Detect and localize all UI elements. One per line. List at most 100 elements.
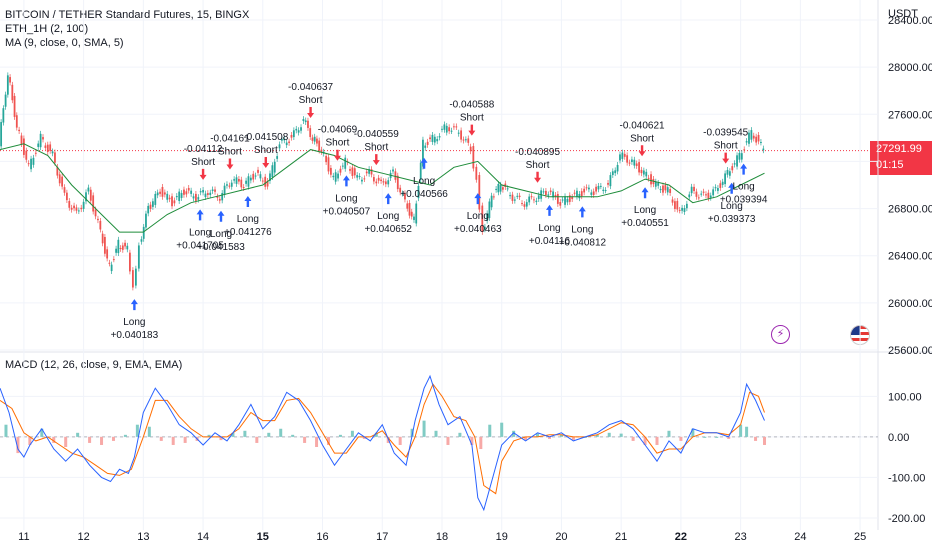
candle-body — [467, 138, 470, 143]
candle-body — [592, 191, 595, 195]
candle-body — [448, 127, 451, 132]
macd-histogram-bar — [111, 436, 115, 441]
long-signal-value: +0.041276 — [224, 227, 272, 238]
macd-histogram-bar — [52, 436, 56, 443]
short-signal-value: -0.04161 — [210, 134, 250, 145]
macd-histogram-bar — [291, 434, 295, 437]
candle-body — [89, 189, 92, 201]
candle-body — [124, 242, 126, 247]
candle-body — [707, 192, 710, 199]
candle-body — [669, 189, 672, 193]
candle-body — [278, 144, 281, 149]
candle-body — [327, 157, 330, 172]
short-arrow-icon — [372, 154, 380, 166]
candle-body — [110, 264, 113, 272]
candle-body — [370, 169, 373, 175]
candle-body — [311, 137, 314, 141]
candle-body — [377, 177, 380, 181]
candle-body — [257, 169, 259, 173]
candle-body — [61, 176, 64, 187]
macd-histogram-bar — [479, 436, 483, 450]
macd-histogram-bar — [619, 433, 623, 437]
candle-body — [631, 159, 633, 162]
candle-body — [15, 115, 18, 128]
macd-histogram-bar — [754, 436, 758, 441]
candle-body — [233, 179, 236, 181]
date-tick-label: 23 — [735, 531, 747, 543]
date-tick-label: 20 — [555, 531, 567, 543]
price-tick-label: 25600.00 — [888, 345, 932, 357]
candle-body — [281, 138, 283, 141]
candle-body — [462, 139, 465, 141]
long-arrow-icon — [217, 210, 225, 222]
candle-body — [49, 144, 52, 151]
candle-body — [216, 196, 219, 198]
candle-body — [372, 177, 375, 182]
candle-body — [332, 175, 335, 178]
study-ma[interactable]: MA (9, close, 0, SMA, 5) — [5, 37, 124, 49]
candle-body — [429, 137, 431, 140]
study-eth-1h[interactable]: ETH_1H (2, 100) — [5, 23, 89, 35]
candle-body — [571, 196, 574, 200]
candle-body — [559, 202, 562, 206]
candle-body — [2, 108, 5, 123]
candle-body — [292, 130, 295, 138]
short-signal-label: Short — [526, 160, 550, 171]
candle-body — [525, 202, 528, 207]
candle-body — [705, 194, 707, 196]
study-macd[interactable]: MACD (12, 26, close, 9, EMA, EMA) — [5, 359, 183, 371]
candle-body — [235, 177, 238, 184]
candle-body — [218, 198, 221, 201]
candle-body — [588, 187, 590, 190]
long-arrow-icon — [196, 209, 204, 221]
macd-tick-label: -100.00 — [888, 472, 925, 484]
candle-body — [344, 157, 347, 169]
short-signal-value: -0.040621 — [620, 120, 665, 131]
currency-label[interactable]: USDT — [888, 8, 918, 20]
candle-body — [285, 142, 288, 146]
candle-body — [645, 171, 648, 177]
macd-histogram-bar — [763, 436, 767, 445]
candle-body — [719, 183, 722, 188]
candle-body — [334, 172, 337, 182]
candle-body — [530, 196, 533, 198]
candle-body — [302, 119, 305, 122]
candle-body — [554, 194, 557, 197]
candle-body — [56, 166, 59, 176]
bar-countdown: 01:15 — [876, 159, 904, 171]
short-arrow-icon — [333, 149, 341, 161]
long-signal-label: Long — [210, 229, 232, 240]
candle-body — [202, 189, 204, 193]
candle-body — [757, 134, 760, 142]
candle-body — [738, 152, 741, 160]
candle-body — [137, 245, 140, 269]
macd-histogram-bar — [739, 424, 743, 437]
long-signal-value: +0.040812 — [559, 237, 607, 248]
candle-body — [240, 179, 243, 188]
candle-body — [73, 205, 75, 209]
long-signal-value: +0.040507 — [323, 206, 371, 217]
bolt-icon[interactable]: ⚡ — [771, 325, 790, 344]
candle-body — [304, 120, 307, 123]
candle-body — [101, 233, 104, 244]
candle-body — [25, 150, 28, 160]
short-arrow-icon — [722, 152, 730, 164]
candle-body — [528, 196, 531, 203]
macd-histogram-bar — [327, 436, 331, 445]
candle-body — [87, 187, 90, 192]
candle-body — [32, 157, 35, 165]
macd-histogram-bar — [88, 436, 92, 443]
symbol-title[interactable]: BITCOIN / TETHER Standard Futures, 15, B… — [5, 9, 250, 21]
candle-body — [714, 187, 717, 189]
candle-body — [633, 159, 636, 166]
candle-body — [392, 169, 394, 172]
candle-body — [259, 174, 262, 179]
macd-histogram-bar — [243, 430, 247, 437]
short-signal-value: -0.040559 — [354, 129, 399, 140]
price-tick-label: 26000.00 — [888, 298, 932, 310]
candle-body — [375, 181, 378, 184]
candle-body — [676, 200, 679, 210]
candle-body — [313, 136, 316, 142]
candle-body — [431, 134, 434, 142]
